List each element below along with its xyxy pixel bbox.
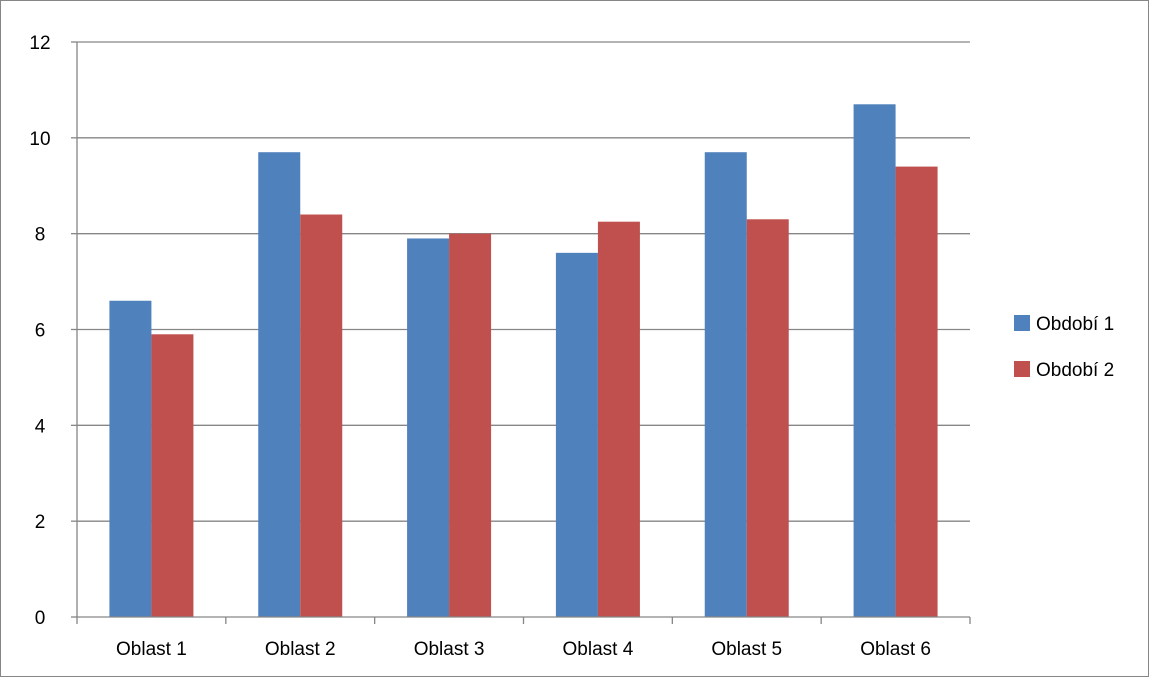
x-tick-label: Oblast 6: [860, 639, 931, 660]
axes: 0 2 4 6 8 10 12 Oblast 1 Oblast 2 Oblast 3 Oblast …: [29, 33, 971, 660]
bars: [109, 104, 938, 618]
gridlines: [77, 41, 970, 522]
x-tick-label: Oblast 1: [116, 639, 187, 660]
bar-2-oblast-5: [746, 219, 789, 617]
bar-1-oblast-6: [853, 104, 896, 617]
y-tick-label: 10: [29, 129, 50, 150]
x-tick-label: Oblast 3: [414, 639, 485, 660]
y-tick-label: 0: [35, 608, 46, 629]
x-tick-label: Oblast 2: [265, 639, 336, 660]
bar-2-oblast-4: [597, 221, 640, 617]
bar-2-oblast-6: [895, 166, 938, 618]
bar-2-oblast-3: [449, 233, 492, 617]
legend: Období 1 Období 2: [1014, 314, 1114, 381]
bar-1-oblast-2: [258, 152, 301, 618]
x-tick-label: Oblast 5: [711, 639, 782, 660]
legend-swatch: [1014, 361, 1030, 377]
bar-1-oblast-1: [109, 300, 152, 617]
x-tick-label: Oblast 4: [563, 639, 634, 660]
y-tick-label: 6: [35, 321, 46, 342]
bar-1-oblast-4: [555, 252, 598, 618]
bar-1-oblast-5: [704, 152, 747, 618]
bar-2-oblast-2: [300, 214, 343, 617]
legend-label: Období 2: [1036, 360, 1114, 381]
y-tick-label: 4: [35, 416, 46, 437]
y-tick-label: 12: [29, 33, 50, 54]
y-tick-label: 2: [35, 512, 46, 533]
legend-label: Období 1: [1036, 314, 1114, 335]
y-tick-label: 8: [35, 225, 46, 246]
bar-2-oblast-1: [151, 334, 194, 617]
legend-swatch: [1014, 315, 1030, 331]
bar-1-oblast-3: [407, 238, 450, 618]
